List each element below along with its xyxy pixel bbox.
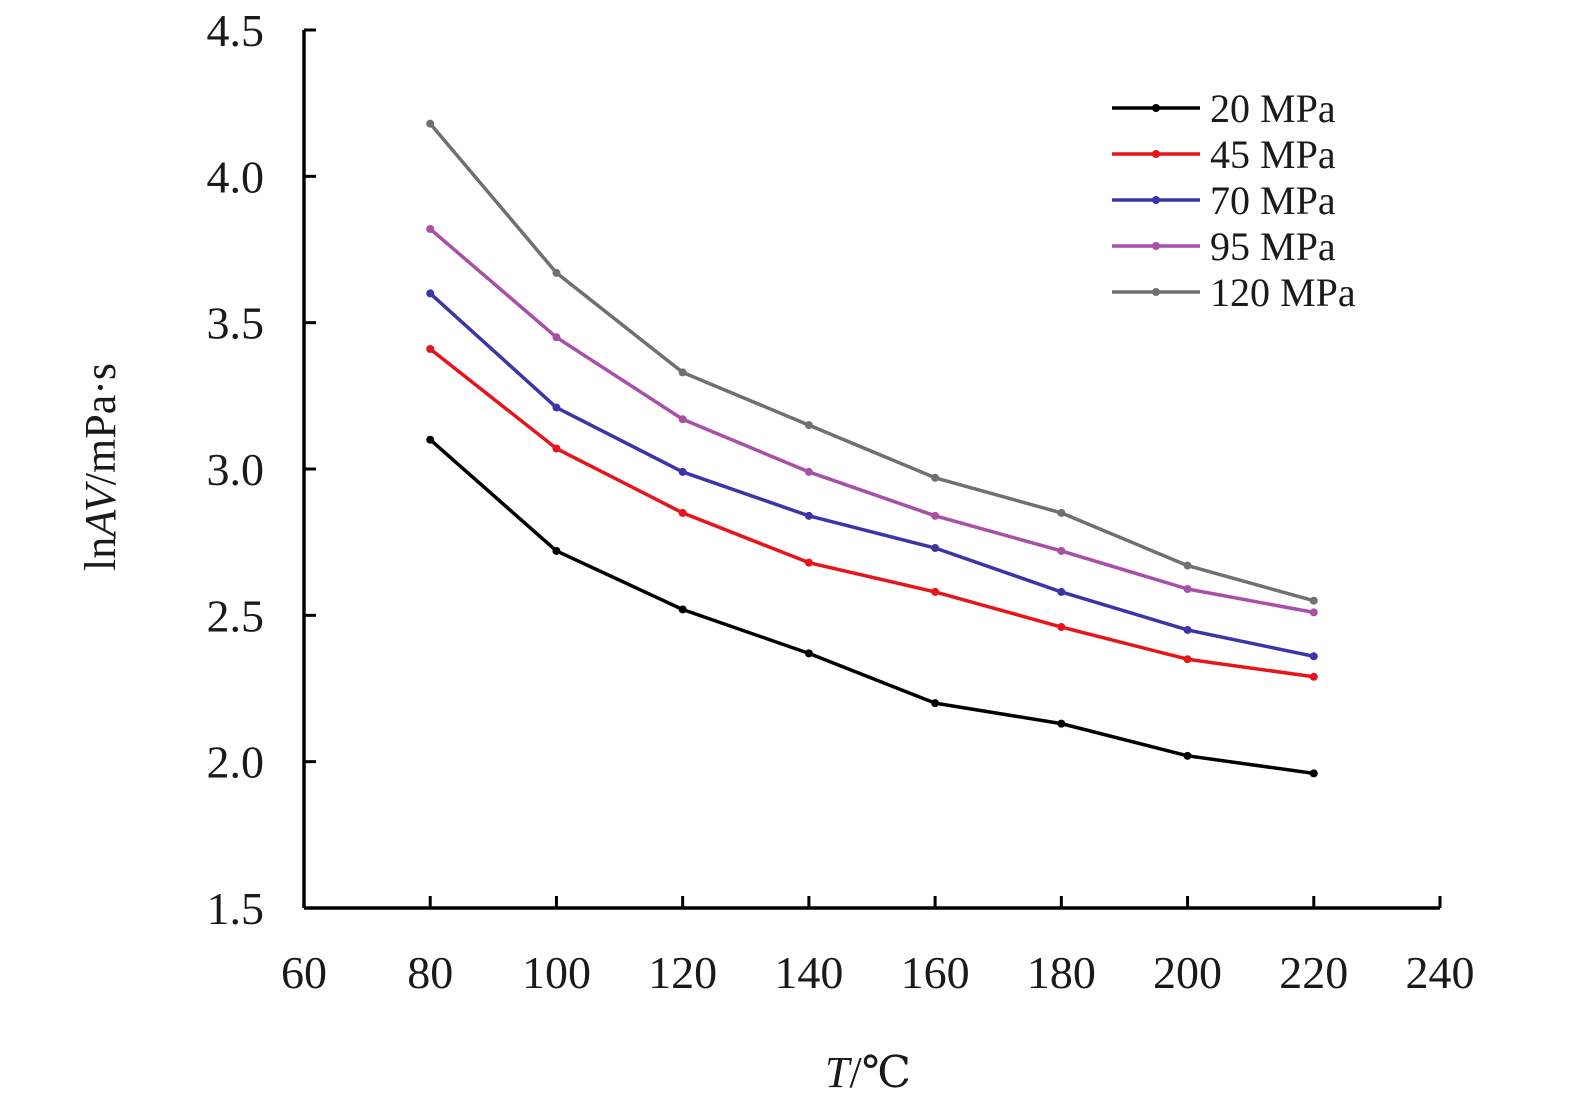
legend-label: 95 MPa <box>1210 224 1336 269</box>
x-tick-label: 200 <box>1153 947 1222 998</box>
x-axis-title-italic: T <box>825 1048 853 1097</box>
data-point <box>552 546 561 555</box>
data-point <box>552 268 561 277</box>
data-point <box>1057 587 1066 596</box>
data-point <box>552 403 561 412</box>
y-tick-label: 3.5 <box>207 298 265 349</box>
legend-marker <box>1152 150 1160 158</box>
legend-marker <box>1152 288 1160 296</box>
data-point <box>1183 584 1192 593</box>
series-line <box>429 227 1315 615</box>
data-point <box>1183 655 1192 664</box>
data-point <box>931 511 940 520</box>
data-point <box>678 368 687 377</box>
data-point <box>678 415 687 424</box>
data-point <box>1183 751 1192 760</box>
data-point <box>1057 623 1066 632</box>
series-0 <box>426 435 1318 778</box>
x-tick-label: 240 <box>1406 947 1475 998</box>
data-point <box>931 473 940 482</box>
series-line <box>429 292 1315 659</box>
x-tick-label: 80 <box>407 947 453 998</box>
legend-label: 20 MPa <box>1210 86 1336 131</box>
data-point <box>426 119 435 128</box>
data-point <box>552 333 561 342</box>
data-point <box>804 421 813 430</box>
series-line <box>429 347 1315 679</box>
data-point <box>1309 652 1318 661</box>
legend-marker <box>1152 104 1160 112</box>
y-tick-label: 2.5 <box>207 590 265 641</box>
x-tick-label: 220 <box>1279 947 1348 998</box>
y-axis-title-rest: /mPa·s <box>76 363 125 485</box>
y-axis-title-italic: AV <box>76 480 125 540</box>
data-point <box>1057 508 1066 517</box>
y-ticks: 1.5 2.0 2.5 3.0 3.5 4.0 4.5 <box>207 5 316 934</box>
x-tick-label: 160 <box>901 947 970 998</box>
data-point <box>426 345 435 354</box>
x-tick-label: 60 <box>281 947 327 998</box>
legend-marker <box>1152 242 1160 250</box>
y-tick-label: 3.0 <box>207 444 265 495</box>
data-point <box>1183 625 1192 634</box>
data-point <box>804 467 813 476</box>
data-point <box>426 289 435 298</box>
data-point <box>1057 546 1066 555</box>
data-point <box>426 435 435 444</box>
series-line <box>429 438 1315 776</box>
series-line <box>428 122 1315 603</box>
data-point <box>931 587 940 596</box>
data-point <box>552 444 561 453</box>
data-point <box>1057 719 1066 728</box>
y-tick-label: 4.0 <box>207 151 265 202</box>
x-axis-title-rest: /℃ <box>850 1048 911 1097</box>
y-tick-label: 4.5 <box>207 5 265 56</box>
x-tick-label: 120 <box>648 947 717 998</box>
data-point <box>678 467 687 476</box>
y-tick-label: 2.0 <box>207 737 265 788</box>
y-axis-title: lnAV/mPa·s <box>76 363 125 571</box>
x-tick-label: 100 <box>522 947 591 998</box>
series-2 <box>426 289 1318 661</box>
data-point <box>1309 769 1318 778</box>
y-axis-title-prefix: ln <box>76 537 125 571</box>
series-layer <box>426 119 1318 778</box>
data-point <box>931 699 940 708</box>
legend-label: 120 MPa <box>1210 270 1356 315</box>
x-ticks: 60 80 100 120 140 160 180 200 220 240 <box>281 896 1475 998</box>
data-point <box>678 605 687 614</box>
legend-marker <box>1152 196 1160 204</box>
data-point <box>678 508 687 517</box>
x-tick-label: 140 <box>774 947 843 998</box>
data-point <box>1309 596 1318 605</box>
y-tick-label: 1.5 <box>207 883 265 934</box>
series-3 <box>426 225 1318 617</box>
data-point <box>1309 672 1318 681</box>
data-point <box>804 649 813 658</box>
data-point <box>931 544 940 553</box>
legend-label: 45 MPa <box>1210 132 1336 177</box>
x-axis-title: T/℃ <box>825 1048 911 1097</box>
data-point <box>804 511 813 520</box>
series-1 <box>426 345 1318 681</box>
data-point <box>426 225 435 234</box>
series-4 <box>426 119 1318 605</box>
data-point <box>1309 608 1318 617</box>
data-point <box>1183 561 1192 570</box>
data-point <box>804 558 813 567</box>
legend-label: 70 MPa <box>1210 178 1336 223</box>
x-tick-label: 180 <box>1027 947 1096 998</box>
